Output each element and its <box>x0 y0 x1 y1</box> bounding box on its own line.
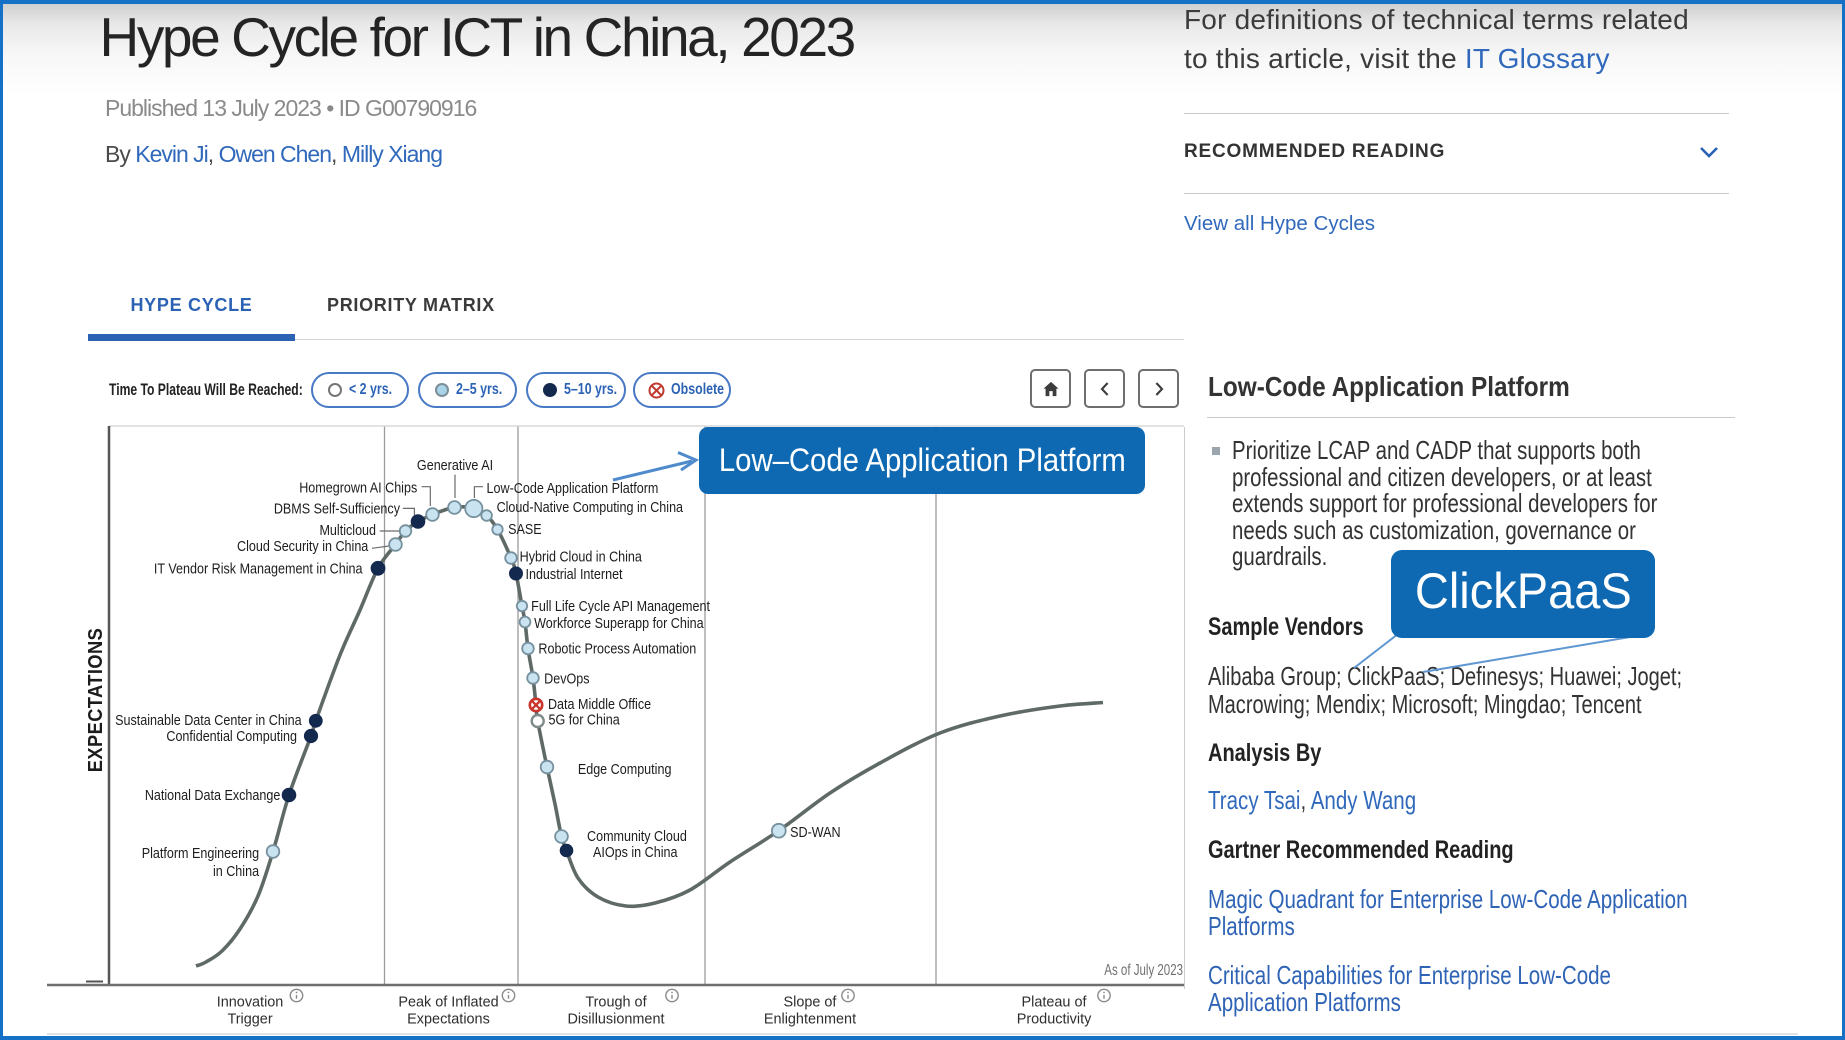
svg-text:Expectations: Expectations <box>407 1011 490 1027</box>
svg-text:Confidential Computing: Confidential Computing <box>166 728 297 744</box>
svg-text:Low-Code Application Platform: Low-Code Application Platform <box>487 480 659 496</box>
svg-text:IT Vendor Risk Management in C: IT Vendor Risk Management in China <box>154 561 363 577</box>
svg-text:AIOps in China: AIOps in China <box>593 844 678 860</box>
svg-text:Industrial Internet: Industrial Internet <box>525 566 622 582</box>
svg-text:Trigger: Trigger <box>227 1011 272 1027</box>
svg-text:SD-WAN: SD-WAN <box>790 824 840 840</box>
svg-text:Community Cloud: Community Cloud <box>587 828 687 844</box>
svg-text:Peak of Inflated: Peak of Inflated <box>398 994 498 1010</box>
svg-text:Innovation: Innovation <box>217 994 284 1010</box>
svg-text:5G for China: 5G for China <box>549 712 621 728</box>
svg-text:Edge Computing: Edge Computing <box>578 761 672 777</box>
svg-text:As of July 2023: As of July 2023 <box>1104 960 1183 978</box>
svg-text:Full Life Cycle API Management: Full Life Cycle API Management <box>531 598 710 614</box>
svg-text:Sustainable Data Center in Chi: Sustainable Data Center in China <box>115 712 302 728</box>
svg-text:Slope of: Slope of <box>783 994 837 1010</box>
svg-text:in China: in China <box>213 863 259 879</box>
svg-text:Productivity: Productivity <box>1017 1011 1092 1027</box>
svg-text:Hybrid Cloud in China: Hybrid Cloud in China <box>520 549 643 565</box>
svg-text:EXPECTATIONS: EXPECTATIONS <box>84 628 107 772</box>
svg-text:Data Middle Office: Data Middle Office <box>548 696 651 712</box>
svg-text:National Data Exchange: National Data Exchange <box>145 787 281 803</box>
svg-text:Multicloud: Multicloud <box>319 522 376 538</box>
svg-text:Disillusionment: Disillusionment <box>567 1011 664 1027</box>
svg-text:Workforce Superapp for China: Workforce Superapp for China <box>534 615 704 631</box>
svg-text:Platform Engineering: Platform Engineering <box>142 845 259 861</box>
svg-text:Trough of: Trough of <box>585 994 647 1010</box>
svg-text:Generative AI: Generative AI <box>417 457 493 473</box>
svg-text:DevOps: DevOps <box>544 671 590 687</box>
svg-text:SASE: SASE <box>508 521 542 537</box>
svg-text:Cloud-Native Computing in Chin: Cloud-Native Computing in China <box>497 499 684 515</box>
svg-text:Plateau of: Plateau of <box>1022 994 1088 1010</box>
svg-text:Homegrown AI Chips: Homegrown AI Chips <box>299 480 417 496</box>
svg-text:Robotic Process Automation: Robotic Process Automation <box>538 641 696 657</box>
svg-text:DBMS Self-Sufficiency: DBMS Self-Sufficiency <box>274 501 400 517</box>
svg-text:Cloud Security in China: Cloud Security in China <box>237 538 369 554</box>
svg-text:Enlightenment: Enlightenment <box>764 1011 856 1027</box>
